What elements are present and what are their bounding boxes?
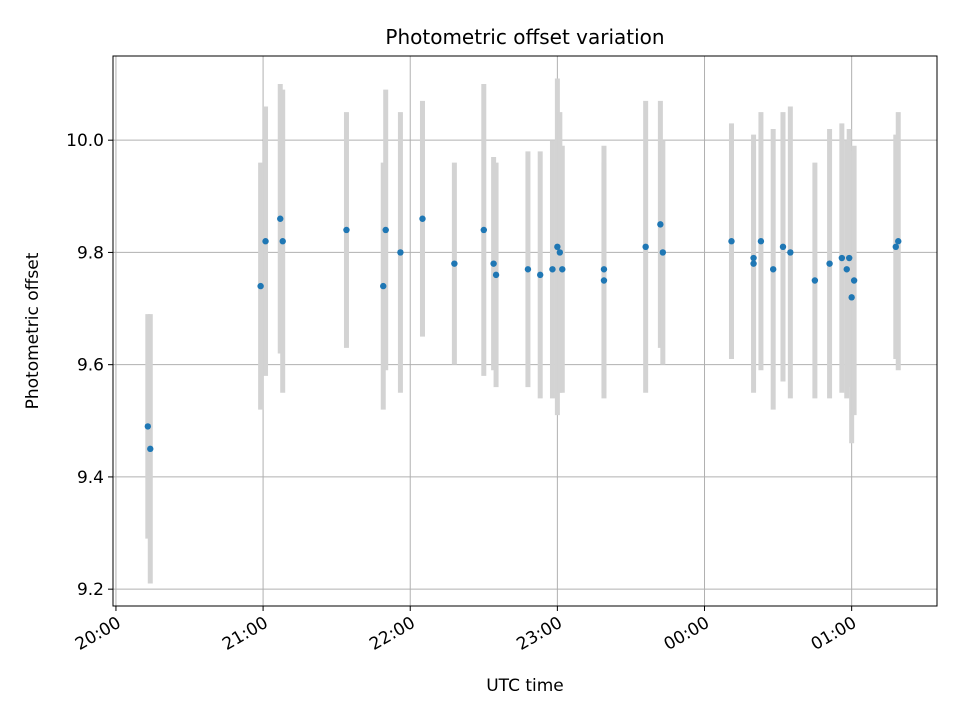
data-point [843,266,850,273]
data-point [750,260,757,267]
data-point [144,423,152,430]
data-point [549,266,556,273]
y-tick-label: 9.8 [77,243,104,263]
chart-title: Photometric offset variation [385,25,664,49]
data-point [659,249,667,256]
data-point [779,243,787,251]
data-point [554,243,561,251]
y-axis: 9.2 9.4 9.6 9.8 10.0 [66,131,113,600]
data-point [559,266,566,273]
data-point [279,238,286,245]
x-tick-label: 00:00 [661,613,713,655]
data-point [537,271,544,279]
error-bars [145,78,901,584]
data-point [262,238,269,245]
data-point [757,238,765,245]
y-tick-label: 9.2 [77,580,104,600]
data-point [838,254,846,262]
data-point [846,254,853,262]
data-point [895,238,902,245]
data-point [600,277,608,284]
data-point [490,260,497,267]
data-point [451,260,458,267]
data-point [397,249,404,256]
y-tick-label: 9.4 [77,468,104,488]
data-point [382,226,389,234]
data-point [480,226,487,234]
data-point [419,215,426,222]
x-axis-label: UTC time [486,676,564,696]
data-point [524,266,532,273]
data-points [144,215,902,453]
data-point [811,277,819,284]
plot-frame [112,55,938,607]
data-point [257,282,264,290]
x-tick-label: 21:00 [219,613,271,655]
data-point [277,215,284,222]
data-point [826,260,833,267]
x-tick-label: 23:00 [513,613,565,655]
data-point [787,249,794,256]
data-point [147,445,154,453]
x-axis: 20:00 21:00 22:00 23:00 00:00 01:00 [72,606,860,655]
data-point [850,277,858,284]
data-point [380,282,387,290]
data-point [343,226,350,234]
y-tick-label: 10.0 [66,131,104,151]
data-point [556,249,564,256]
data-point [492,271,500,279]
data-point [657,221,664,228]
data-point [642,243,649,251]
data-point [769,266,777,273]
x-tick-label: 20:00 [72,613,124,655]
x-tick-label: 22:00 [366,613,418,655]
data-point [848,294,855,301]
y-axis-label: Photometric offset [23,252,43,409]
data-point [728,238,735,245]
data-point [600,266,608,273]
x-tick-label: 01:00 [808,613,860,655]
data-point [892,243,899,251]
y-tick-label: 9.6 [77,356,104,376]
data-point [750,254,757,262]
